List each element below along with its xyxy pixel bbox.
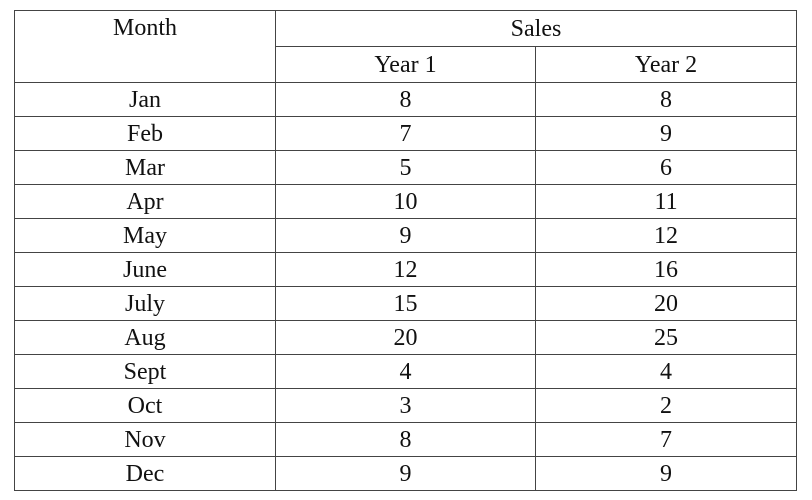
- year2-cell: 11: [534, 184, 798, 219]
- year1-cell: 4: [275, 354, 536, 389]
- month-cell: Oct: [14, 388, 276, 423]
- table-body: Jan 8 8 Feb 7 9 Mar 5 6 Apr 10 11 May 9 …: [14, 82, 798, 491]
- table-row: Sept 4 4: [14, 354, 798, 389]
- table-row: Aug 20 25: [14, 320, 798, 355]
- year1-cell: 8: [275, 82, 536, 117]
- month-cell: Dec: [14, 456, 276, 491]
- year1-cell: 10: [275, 184, 536, 219]
- year1-cell: 8: [275, 422, 536, 457]
- year2-cell: 4: [534, 354, 798, 389]
- year1-cell: 9: [275, 218, 536, 253]
- header-year-2: Year 2: [534, 46, 798, 83]
- year1-cell: 12: [275, 252, 536, 287]
- year2-cell: 12: [534, 218, 798, 253]
- year2-cell: 16: [534, 252, 798, 287]
- month-cell: Feb: [14, 116, 276, 151]
- header-month: Month: [14, 10, 276, 83]
- year2-cell: 20: [534, 286, 798, 321]
- year1-cell: 15: [275, 286, 536, 321]
- year2-cell: 7: [534, 422, 798, 457]
- year2-cell: 9: [534, 456, 798, 491]
- year1-cell: 20: [275, 320, 536, 355]
- table-row: Jan 8 8: [14, 82, 798, 117]
- month-cell: Aug: [14, 320, 276, 355]
- month-cell: Sept: [14, 354, 276, 389]
- month-cell: Nov: [14, 422, 276, 457]
- table-row: Apr 10 11: [14, 184, 798, 219]
- table-row: Dec 9 9: [14, 456, 798, 491]
- month-cell: Jan: [14, 82, 276, 117]
- month-cell: Apr: [14, 184, 276, 219]
- year2-cell: 25: [534, 320, 798, 355]
- year2-cell: 2: [534, 388, 798, 423]
- month-cell: Mar: [14, 150, 276, 185]
- table-row: Nov 8 7: [14, 422, 798, 457]
- table-row: May 9 12: [14, 218, 798, 253]
- sales-table: Month Sales Year 1 Year 2 Jan 8 8 Feb 7 …: [14, 10, 798, 491]
- year2-cell: 6: [534, 150, 798, 185]
- table-row: July 15 20: [14, 286, 798, 321]
- year1-cell: 3: [275, 388, 536, 423]
- month-cell: May: [14, 218, 276, 253]
- header-sales: Sales: [274, 10, 798, 47]
- year1-cell: 7: [275, 116, 536, 151]
- table-row: Oct 3 2: [14, 388, 798, 423]
- month-cell: July: [14, 286, 276, 321]
- year1-cell: 9: [275, 456, 536, 491]
- table-row: June 12 16: [14, 252, 798, 287]
- year2-cell: 9: [534, 116, 798, 151]
- month-cell: June: [14, 252, 276, 287]
- table-row: Feb 7 9: [14, 116, 798, 151]
- year1-cell: 5: [275, 150, 536, 185]
- header-year-1: Year 1: [275, 46, 536, 83]
- year2-cell: 8: [534, 82, 798, 117]
- table-row: Mar 5 6: [14, 150, 798, 185]
